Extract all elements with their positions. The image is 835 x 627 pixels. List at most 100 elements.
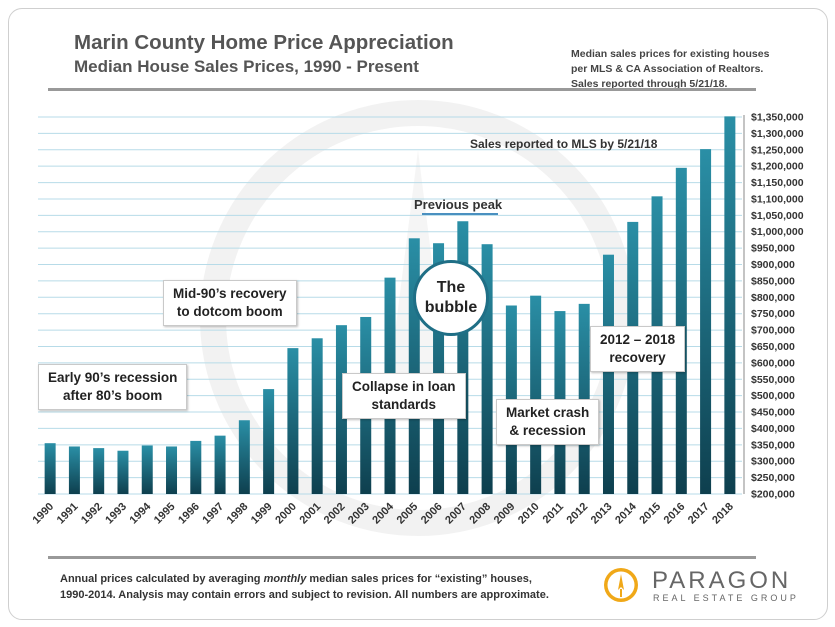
- paragon-logo-icon: [604, 568, 638, 602]
- callout-line: standards: [371, 397, 437, 412]
- source-note-line: per MLS & CA Association of Realtors.: [571, 63, 764, 75]
- x-tick-label: 2011: [541, 501, 566, 526]
- callout-recovery: 2012 – 2018 recovery: [590, 326, 686, 372]
- bar-2002: [335, 325, 347, 494]
- y-tick-label: $750,000: [751, 308, 795, 320]
- y-tick-label: $1,300,000: [751, 128, 804, 140]
- y-tick-label: $1,250,000: [751, 144, 804, 156]
- x-tick-label: 1995: [152, 501, 178, 527]
- footer-text: Annual prices calculated by averaging: [60, 573, 264, 585]
- logo-wordmark: PARAGON: [652, 567, 792, 594]
- bar-1991: [68, 446, 80, 494]
- y-tick-label: $350,000: [751, 439, 795, 451]
- x-tick-label: 1992: [79, 501, 105, 527]
- bar-1994: [141, 445, 153, 494]
- x-tick-label: 2013: [589, 501, 615, 527]
- bar-2008: [481, 244, 493, 494]
- y-tick-label: $1,000,000: [751, 226, 804, 238]
- bar-1996: [190, 440, 202, 494]
- previous-peak-label: Previous peak: [414, 197, 503, 212]
- source-note: Median sales prices for existing houses …: [571, 47, 769, 92]
- bar-1992: [93, 448, 105, 494]
- sales-reported-label: Sales reported to MLS by 5/21/18: [470, 137, 658, 151]
- y-axis-tick-labels: $200,000 $250,000 $300,000 $350,000 $400,000…: [751, 112, 804, 501]
- y-tick-label: $950,000: [751, 243, 795, 255]
- callout-line: & recession: [509, 423, 586, 438]
- bar-2012: [578, 303, 590, 494]
- y-tick-label: $250,000: [751, 472, 795, 484]
- callout-mid-90s: Mid-90’s recovery to dotcom boom: [163, 280, 297, 326]
- x-tick-label: 2016: [662, 501, 688, 527]
- y-tick-label: $550,000: [751, 374, 795, 386]
- bar-2001: [311, 338, 323, 494]
- bar-2005: [408, 238, 420, 494]
- footer-note: Annual prices calculated by averaging mo…: [60, 571, 549, 603]
- chart-subtitle: Median House Sales Prices, 1990 - Presen…: [74, 57, 419, 76]
- bubble-line: The: [436, 279, 466, 296]
- chart-title: Marin County Home Price Appreciation: [74, 31, 454, 54]
- y-tick-label: $1,050,000: [751, 210, 804, 222]
- previous-peak-underline: [422, 213, 498, 215]
- bar-2006: [433, 243, 445, 494]
- x-tick-label: 2018: [710, 501, 736, 527]
- bubble-callout: The bubble: [413, 260, 489, 336]
- callout-line: Mid-90’s recovery: [173, 286, 287, 301]
- callout-line: Collapse in loan: [352, 379, 456, 394]
- x-tick-label: 2015: [637, 501, 663, 527]
- y-tick-label: $1,350,000: [751, 112, 804, 124]
- y-tick-label: $900,000: [751, 259, 795, 271]
- bar-1990: [44, 443, 56, 494]
- callout-line: Market crash: [506, 405, 590, 420]
- x-tick-label: 2000: [273, 501, 299, 527]
- logo-tagline: REAL ESTATE GROUP: [653, 593, 799, 603]
- callout-early-90s: Early 90’s recession after 80’s boom: [38, 364, 188, 410]
- bar-1997: [214, 435, 226, 494]
- footer-emphasis: monthly: [263, 573, 307, 585]
- footer-text: median sales prices for “existing” house…: [306, 573, 532, 585]
- callout-line: 2012 – 2018: [600, 332, 676, 347]
- bar-1995: [166, 446, 178, 494]
- y-tick-label: $300,000: [751, 456, 795, 468]
- source-note-line: Median sales prices for existing houses: [571, 48, 770, 60]
- x-tick-label: 2017: [686, 501, 712, 527]
- x-tick-label: 2014: [613, 500, 639, 526]
- bar-2017: [700, 149, 712, 494]
- source-note-line: Sales reported through 5/21/18.: [571, 78, 728, 90]
- bubble-line: bubble: [424, 299, 478, 316]
- x-tick-label: 1997: [200, 501, 226, 527]
- x-tick-label: 1994: [128, 500, 154, 526]
- bar-2013: [602, 254, 614, 494]
- y-tick-label: $650,000: [751, 341, 795, 353]
- y-tick-label: $1,150,000: [751, 177, 804, 189]
- bar-2018: [724, 116, 736, 494]
- footer-divider: [48, 556, 756, 559]
- footer-line-2: 1990-2014. Analysis may contain errors a…: [60, 589, 549, 601]
- bar-2010: [530, 295, 542, 494]
- callout-line: to dotcom boom: [176, 304, 283, 319]
- bar-2000: [287, 348, 299, 494]
- bars: [44, 116, 736, 494]
- y-tick-label: $200,000: [751, 489, 795, 501]
- x-tick-label: 1998: [225, 501, 251, 527]
- x-tick-label: 1993: [103, 501, 129, 527]
- x-tick-label: 1990: [30, 501, 56, 527]
- x-tick-label: 1999: [249, 501, 275, 527]
- bar-1998: [238, 420, 250, 494]
- x-tick-label: 1991: [55, 501, 81, 527]
- y-tick-label: $850,000: [751, 275, 795, 287]
- y-tick-label: $700,000: [751, 325, 795, 337]
- callout-line: Early 90’s recession: [48, 370, 178, 385]
- y-tick-label: $800,000: [751, 292, 795, 304]
- x-tick-label: 2012: [565, 501, 591, 527]
- y-tick-label: $450,000: [751, 407, 795, 419]
- y-tick-label: $500,000: [751, 390, 795, 402]
- footer-line-1: Annual prices calculated by averaging mo…: [60, 571, 549, 587]
- y-tick-label: $400,000: [751, 423, 795, 435]
- header-divider: [48, 88, 756, 91]
- callout-line: after 80’s boom: [63, 388, 163, 403]
- y-tick-label: $600,000: [751, 357, 795, 369]
- callout-collapse: Collapse in loan standards: [342, 373, 466, 419]
- bar-1999: [263, 389, 275, 494]
- bar-2007: [457, 221, 469, 494]
- y-tick-label: $1,100,000: [751, 193, 804, 205]
